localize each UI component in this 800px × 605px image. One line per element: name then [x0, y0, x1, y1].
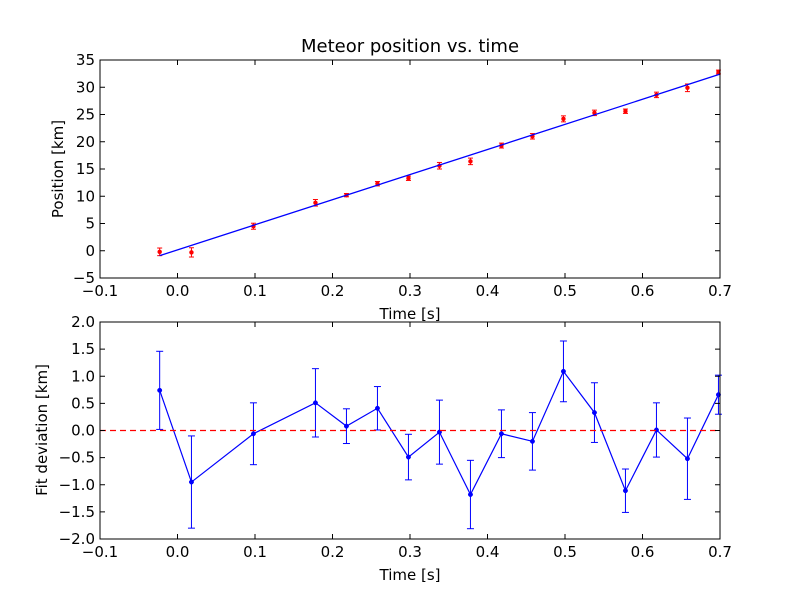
- position-ytick-label: −5: [73, 269, 95, 287]
- deviation-xtick-label: 0.5: [553, 543, 577, 561]
- deviation-ytick-label: 2.0: [71, 313, 95, 331]
- data-point: [406, 454, 411, 460]
- deviation-point-group: [311, 368, 319, 438]
- position-chart-title: Meteor position vs. time: [301, 36, 519, 57]
- deviation-xtick-label: 0.2: [321, 543, 345, 561]
- data-point: [251, 431, 256, 437]
- data-point: [530, 438, 535, 444]
- data-point: [685, 456, 690, 462]
- position-xtick-label: 0.7: [708, 282, 732, 300]
- data-point: [189, 250, 194, 255]
- position-xtick-label: 0.4: [476, 282, 500, 300]
- data-point: [344, 423, 349, 429]
- position-ytick-label: 0: [85, 242, 95, 260]
- deviation-xtick-label: 0.1: [243, 543, 267, 561]
- deviation-chart-ticks: −0.1 0.0 0.1 0.2 0.3 0.4 0.5 0.6 0.7 −2.0 −1.5 −1.0…: [59, 313, 732, 561]
- data-point: [189, 479, 194, 485]
- data-point: [592, 410, 597, 416]
- position-point-group: [684, 83, 690, 93]
- deviation-ytick-label: 1.0: [71, 367, 95, 385]
- deviation-xtick-label: 0.6: [631, 543, 655, 561]
- position-xtick-label: 0.5: [553, 282, 577, 300]
- deviation-ytick-label: 1.5: [71, 340, 95, 358]
- position-ytick-label: 25: [76, 106, 95, 124]
- deviation-chart-ylabel: Fit deviation [km]: [33, 364, 51, 496]
- position-xtick-label: −0.1: [82, 282, 118, 300]
- position-point-group: [715, 69, 721, 75]
- deviation-ytick-label: 0.5: [71, 394, 95, 412]
- deviation-point-group: [156, 350, 164, 430]
- position-ytick-label: 20: [76, 133, 95, 151]
- deviation-point-group: [528, 412, 536, 471]
- deviation-xtick-label: 0.3: [398, 543, 422, 561]
- data-point: [561, 116, 566, 122]
- position-point-group: [188, 247, 194, 258]
- data-point: [468, 159, 473, 164]
- position-xtick-label: 0.2: [321, 282, 345, 300]
- data-point: [406, 176, 411, 181]
- deviation-point-group: [621, 468, 629, 513]
- position-point-group: [560, 115, 566, 123]
- data-point: [685, 85, 690, 91]
- position-xtick-label: 0.6: [631, 282, 655, 300]
- deviation-point-group: [497, 409, 505, 459]
- data-point: [623, 108, 628, 114]
- deviation-ytick-label: −0.5: [59, 449, 95, 467]
- position-ytick-label: 15: [76, 160, 95, 178]
- position-xtick-label: 0.0: [166, 282, 190, 300]
- position-xtick-label: 0.3: [398, 282, 422, 300]
- position-chart-ticks: −0.1 0.0 0.1 0.2 0.3 0.4 0.5 0.6 0.7 −5 0 5 10 15 20 25…: [73, 51, 732, 300]
- deviation-point-group: [342, 408, 350, 445]
- position-xtick-label: 0.1: [243, 282, 267, 300]
- deviation-point-group: [559, 340, 567, 403]
- deviation-point-group: [714, 374, 722, 415]
- deviation-chart: −0.1 0.0 0.1 0.2 0.3 0.4 0.5 0.6 0.7 −2.0 −1.5 −1.0…: [33, 313, 732, 584]
- data-point: [157, 387, 163, 393]
- position-ytick-label: 30: [76, 78, 95, 96]
- position-chart: −0.1 0.0 0.1 0.2 0.3 0.4 0.5 0.6 0.7 −5 0 5 10 15 20 25…: [49, 36, 732, 323]
- linear-fit-line: [159, 73, 721, 257]
- deviation-xtick-label: 0.4: [476, 543, 500, 561]
- position-chart-xlabel: Time [s]: [379, 305, 441, 323]
- position-chart-ylabel: Position [km]: [49, 120, 67, 218]
- deviation-xtick-label: 0.0: [166, 543, 190, 561]
- deviation-point-group: [652, 402, 660, 458]
- position-chart-marks: [157, 69, 721, 258]
- deviation-point-group: [466, 459, 474, 530]
- position-point-group: [436, 161, 442, 170]
- deviation-xtick-label: 0.7: [708, 543, 732, 561]
- position-point-group: [622, 108, 628, 114]
- deviation-point-group: [404, 433, 412, 481]
- deviation-ytick-label: −1.5: [59, 503, 95, 521]
- deviation-point-group: [187, 435, 195, 529]
- data-point: [468, 492, 473, 497]
- data-point: [375, 405, 380, 411]
- position-ytick-label: 10: [76, 187, 95, 205]
- data-point: [313, 400, 318, 406]
- deviation-point-group: [249, 402, 257, 466]
- deviation-ytick-label: 0.0: [71, 422, 95, 440]
- data-point: [623, 488, 628, 494]
- data-point: [157, 249, 162, 255]
- data-point: [561, 368, 566, 374]
- data-point: [499, 431, 504, 437]
- deviation-chart-xlabel: Time [s]: [379, 566, 441, 584]
- deviation-chart-marks: [100, 340, 722, 530]
- deviation-point-group: [590, 382, 598, 443]
- deviation-xtick-label: −0.1: [82, 543, 118, 561]
- position-point-group: [467, 157, 473, 166]
- deviation-ytick-label: −1.0: [59, 476, 95, 494]
- position-ytick-label: 5: [85, 215, 95, 233]
- deviation-point-group: [683, 417, 691, 500]
- deviation-ytick-label: −2.0: [59, 530, 95, 548]
- position-ytick-label: 35: [76, 51, 95, 69]
